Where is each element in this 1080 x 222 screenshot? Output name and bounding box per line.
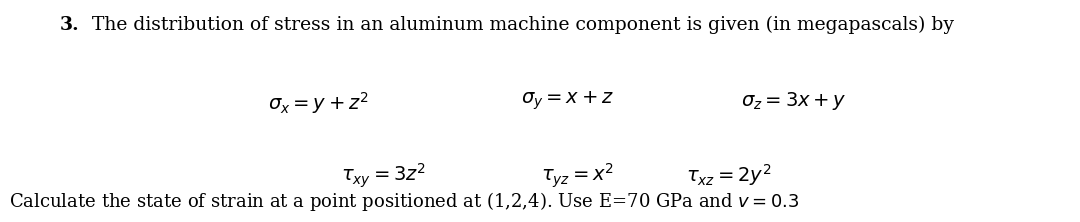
Text: $\tau_{yz} = x^2$: $\tau_{yz} = x^2$ bbox=[541, 162, 615, 190]
Text: $\tau_{xz} = 2y^2$: $\tau_{xz} = 2y^2$ bbox=[686, 162, 772, 188]
Text: Calculate the state of strain at a point positioned at (1,2,4). Use E=70 GPa and: Calculate the state of strain at a point… bbox=[9, 190, 799, 213]
Text: $\tau_{xy} = 3z^2$: $\tau_{xy} = 3z^2$ bbox=[341, 162, 426, 190]
Text: $\sigma_y = x + z$: $\sigma_y = x + z$ bbox=[521, 90, 613, 112]
Text: $\sigma_z = 3x + y$: $\sigma_z = 3x + y$ bbox=[741, 90, 847, 112]
Text: 3.: 3. bbox=[59, 16, 79, 34]
Text: $\sigma_x = y + z^2$: $\sigma_x = y + z^2$ bbox=[268, 90, 369, 116]
Text: The distribution of stress in an aluminum machine component is given (in megapas: The distribution of stress in an aluminu… bbox=[92, 16, 954, 34]
